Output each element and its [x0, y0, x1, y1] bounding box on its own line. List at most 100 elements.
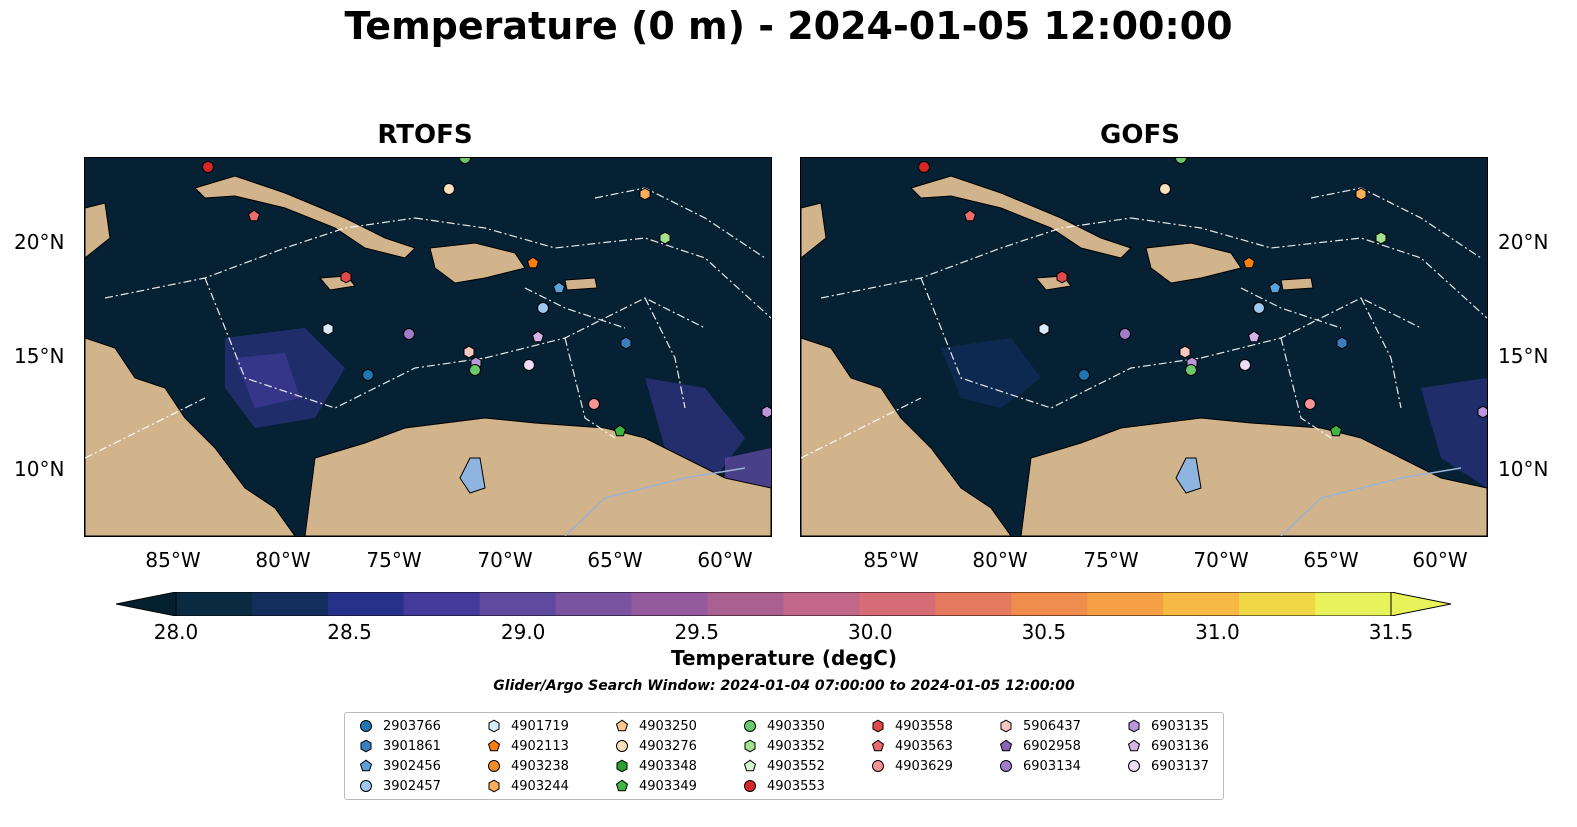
legend-item-label: 4903558	[895, 718, 953, 734]
lat-label-15n-right: 15°N	[1498, 344, 1549, 368]
legend-item-label: 6903136	[1151, 738, 1209, 754]
float-marker-5906437	[1179, 345, 1191, 359]
legend-item: 4903558	[871, 717, 953, 735]
float-marker-4903350	[469, 364, 481, 376]
float-marker-5906437	[463, 345, 475, 359]
colorbar-segment	[479, 592, 557, 616]
hexagon-marker-icon	[488, 779, 500, 793]
float-marker-6903135	[1477, 405, 1487, 419]
colorbar-tick-label: 29.5	[674, 620, 719, 644]
float-marker-6903136	[1247, 330, 1261, 343]
float-marker-4903553	[202, 161, 214, 173]
panel-title-gofs: GOFS	[1100, 120, 1180, 150]
float-marker-4903350	[1185, 364, 1197, 376]
lat-label-10n-right: 10°N	[1498, 457, 1549, 481]
legend-item: 4903238	[487, 757, 569, 775]
legend-item: 6903136	[1127, 737, 1209, 755]
map-panel-gofs	[800, 157, 1488, 537]
lon-label-75w-rtofs: 75°W	[366, 548, 422, 572]
legend-item: 5906437	[999, 717, 1081, 735]
lat-label-15n-left: 15°N	[14, 344, 65, 368]
pentagon-marker-icon	[359, 759, 373, 772]
float-marker-4903352	[659, 231, 671, 245]
float-marker-4902113	[1242, 256, 1256, 269]
lon-label-80w-gofs: 80°W	[972, 548, 1028, 572]
pentagon-marker-icon	[743, 759, 757, 772]
legend-item-label: 4902113	[511, 738, 569, 754]
colorbar-segment	[176, 592, 253, 616]
legend-item-label: 4903350	[767, 718, 825, 734]
circle-marker-icon	[360, 720, 372, 732]
lon-label-60w-gofs: 60°W	[1412, 548, 1468, 572]
legend-item: 6903134	[999, 757, 1081, 775]
legend-item: 4903352	[743, 737, 825, 755]
float-marker-4903276	[1159, 183, 1171, 195]
legend-item-label: 6903135	[1151, 718, 1209, 734]
float-marker-4903558	[1056, 270, 1068, 284]
legend-item-label: 3902456	[383, 758, 441, 774]
colorbar-tick-label: 28.5	[327, 620, 372, 644]
float-marker-2903766	[362, 369, 374, 381]
legend-item: 4903348	[615, 757, 697, 775]
legend-item: 6903137	[1127, 757, 1209, 775]
legend-item: 4901719	[487, 717, 569, 735]
float-marker-4903349	[613, 424, 627, 437]
float-marker-3901861	[620, 336, 632, 350]
legend-item: 4902113	[487, 737, 569, 755]
colorbar-segment	[859, 592, 936, 616]
float-marker-6903134	[1119, 328, 1131, 340]
circle-marker-icon	[1128, 760, 1140, 772]
legend-item: 3902456	[359, 757, 441, 775]
lat-label-20n-right: 20°N	[1498, 230, 1549, 254]
circle-marker-icon	[744, 780, 756, 792]
colorbar-tick-label: 30.5	[1021, 620, 1067, 644]
legend-item-label: 4903250	[639, 718, 697, 734]
float-marker-4903244	[639, 187, 651, 201]
lon-label-65w-rtofs: 65°W	[587, 548, 643, 572]
legend-item-label: 4903629	[895, 758, 953, 774]
colorbar-tick-label: 30.0	[848, 620, 893, 644]
float-marker-2903766	[1078, 369, 1090, 381]
float-marker-6903137	[1239, 359, 1251, 371]
legend-item-label: 4903244	[511, 778, 569, 794]
hexagon-marker-icon	[616, 759, 628, 773]
float-marker-4903349	[1329, 424, 1343, 437]
float-marker-4903629	[1304, 398, 1316, 410]
legend-item-label: 4903276	[639, 738, 697, 754]
pentagon-marker-icon	[487, 739, 501, 752]
hexagon-marker-icon	[360, 739, 372, 753]
float-marker-4903629	[588, 398, 600, 410]
pentagon-marker-icon	[871, 739, 885, 752]
circle-marker-icon	[488, 760, 500, 772]
legend-item: 6902958	[999, 737, 1081, 755]
legend-item-label: 4903348	[639, 758, 697, 774]
legend-item: 2903766	[359, 717, 441, 735]
hexagon-marker-icon	[1000, 719, 1012, 733]
legend-item-label: 4903552	[767, 758, 825, 774]
lon-label-85w-gofs: 85°W	[863, 548, 919, 572]
legend-item: 4903553	[743, 777, 825, 795]
lon-label-70w-gofs: 70°W	[1193, 548, 1249, 572]
colorbar-segment	[935, 592, 1012, 616]
circle-marker-icon	[360, 780, 372, 792]
lon-label-75w-gofs: 75°W	[1083, 548, 1139, 572]
legend-item: 3901861	[359, 737, 441, 755]
hexagon-marker-icon	[744, 739, 756, 753]
legend: 2903766 3901861 3902456 3902457 4901719 49021…	[344, 712, 1224, 800]
pentagon-marker-icon	[999, 739, 1013, 752]
legend-item-label: 4903352	[767, 738, 825, 754]
figure-title: Temperature (0 m) - 2024-01-05 12:00:00	[344, 4, 1233, 48]
colorbar-tick-label: 29.0	[500, 620, 546, 644]
float-marker-4901719	[1038, 322, 1050, 336]
legend-item: 4903244	[487, 777, 569, 795]
pentagon-marker-icon	[615, 719, 629, 732]
colorbar-segment	[1315, 592, 1392, 616]
lon-label-80w-rtofs: 80°W	[255, 548, 311, 572]
legend-item-label: 4903349	[639, 778, 697, 794]
map-panel-rtofs	[84, 157, 772, 537]
legend-item: 6903135	[1127, 717, 1209, 735]
lon-label-65w-gofs: 65°W	[1303, 548, 1359, 572]
legend-item: 3902457	[359, 777, 441, 795]
float-marker-6903134	[403, 328, 415, 340]
legend-item: 4903250	[615, 717, 697, 735]
